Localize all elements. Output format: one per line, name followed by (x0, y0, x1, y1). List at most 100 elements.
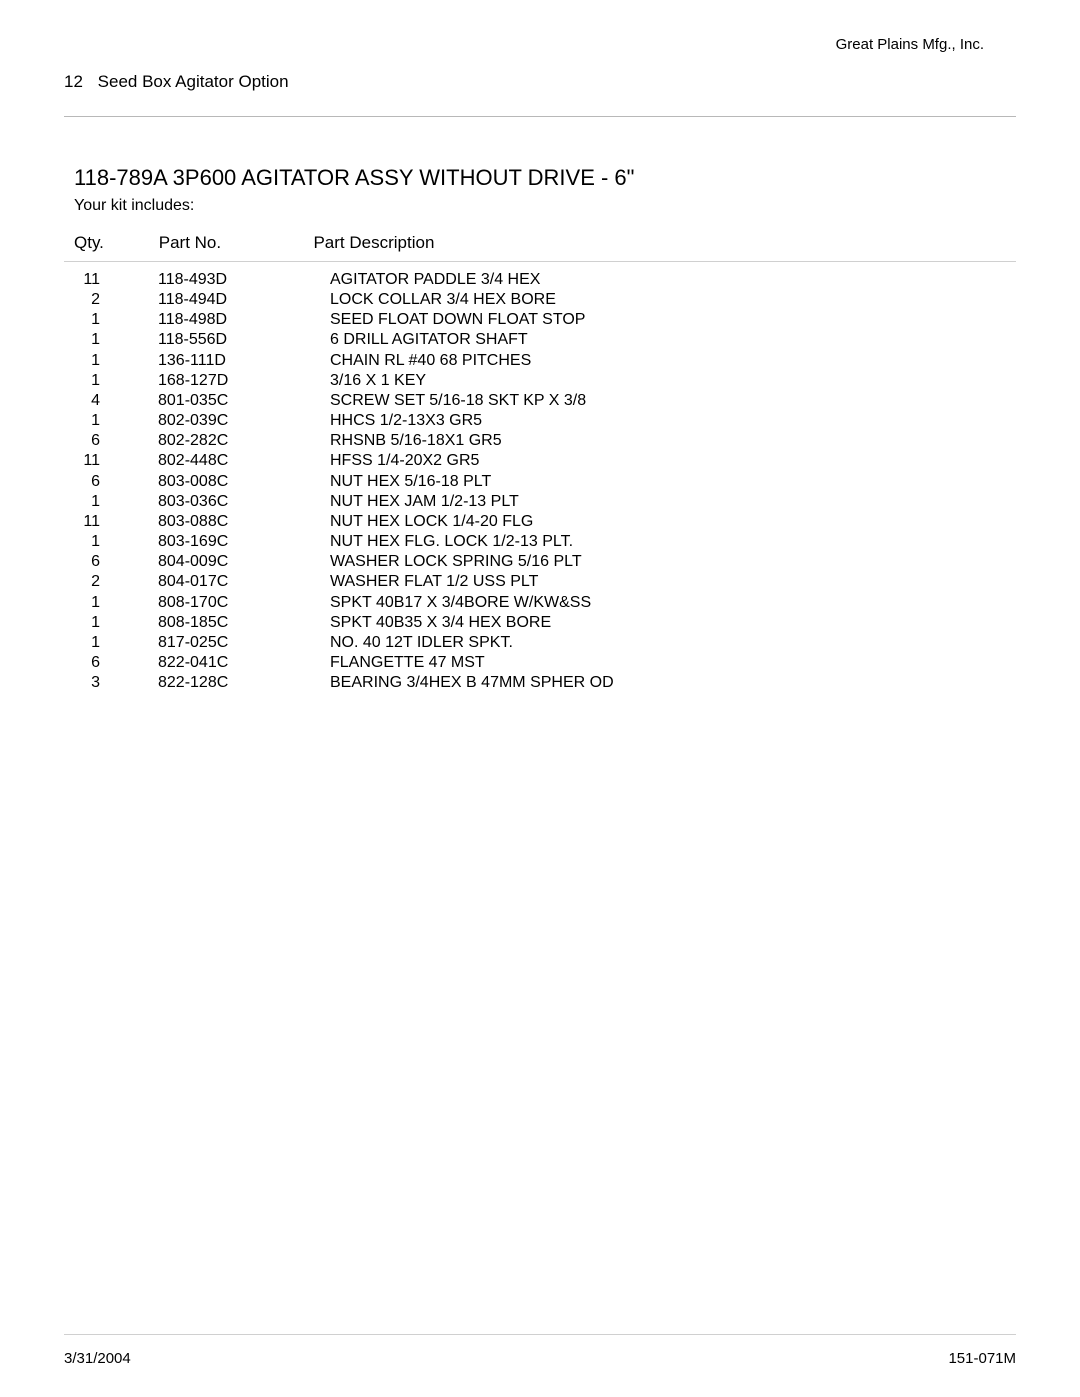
table-row: 1808-185CSPKT 40B35 X 3/4 HEX BORE (64, 613, 1016, 633)
cell-qty: 4 (64, 391, 158, 411)
cell-description: RHSNB 5/16-18X1 GR5 (330, 431, 1016, 451)
table-row: 1803-036CNUT HEX JAM 1/2-13 PLT (64, 492, 1016, 512)
cell-part-no: 822-128C (158, 673, 330, 693)
cell-description: NO. 40 12T IDLER SPKT. (330, 633, 1016, 653)
cell-description: NUT HEX LOCK 1/4-20 FLG (330, 512, 1016, 532)
parts-table: Qty. Part No. Part Description 11118-493… (64, 233, 1016, 693)
table-row: 2804-017CWASHER FLAT 1/2 USS PLT (64, 572, 1016, 592)
col-header-part-no: Part No. (159, 233, 309, 253)
cell-part-no: 802-039C (158, 411, 330, 431)
cell-qty: 1 (64, 492, 158, 512)
cell-part-no: 804-009C (158, 552, 330, 572)
kit-subtitle: Your kit includes: (74, 197, 1016, 215)
cell-part-no: 118-493D (158, 270, 330, 290)
cell-qty: 1 (64, 532, 158, 552)
cell-qty: 1 (64, 371, 158, 391)
table-row: 1803-169CNUT HEX FLG. LOCK 1/2-13 PLT. (64, 532, 1016, 552)
cell-part-no: 803-088C (158, 512, 330, 532)
cell-description: BEARING 3/4HEX B 47MM SPHER OD (330, 673, 1016, 693)
cell-qty: 11 (64, 451, 158, 471)
table-row: 6802-282CRHSNB 5/16-18X1 GR5 (64, 431, 1016, 451)
cell-qty: 11 (64, 270, 158, 290)
cell-part-no: 801-035C (158, 391, 330, 411)
cell-part-no: 808-185C (158, 613, 330, 633)
cell-part-no: 118-494D (158, 290, 330, 310)
cell-part-no: 822-041C (158, 653, 330, 673)
cell-part-no: 817-025C (158, 633, 330, 653)
cell-qty: 6 (64, 552, 158, 572)
cell-description: NUT HEX FLG. LOCK 1/2-13 PLT. (330, 532, 1016, 552)
column-headers: Qty. Part No. Part Description (74, 233, 1016, 253)
cell-description: SPKT 40B35 X 3/4 HEX BORE (330, 613, 1016, 633)
table-row: 1118-556D6 DRILL AGITATOR SHAFT (64, 330, 1016, 350)
cell-description: 3/16 X 1 KEY (330, 371, 1016, 391)
assembly-title: 118-789A 3P600 AGITATOR ASSY WITHOUT DRI… (74, 165, 1016, 191)
table-row: 6803-008CNUT HEX 5/16-18 PLT (64, 472, 1016, 492)
footer-doc-number: 151-071M (948, 1350, 1016, 1367)
cell-qty: 6 (64, 431, 158, 451)
cell-description: HHCS 1/2-13X3 GR5 (330, 411, 1016, 431)
page-header: 12 Seed Box Agitator Option (64, 72, 1016, 92)
cell-qty: 1 (64, 411, 158, 431)
table-row: 11803-088CNUT HEX LOCK 1/4-20 FLG (64, 512, 1016, 532)
cell-qty: 1 (64, 593, 158, 613)
cell-description: CHAIN RL #40 68 PITCHES (330, 351, 1016, 371)
cell-description: SCREW SET 5/16-18 SKT KP X 3/8 (330, 391, 1016, 411)
table-row: 6822-041CFLANGETTE 47 MST (64, 653, 1016, 673)
table-row: 2118-494DLOCK COLLAR 3/4 HEX BORE (64, 290, 1016, 310)
cell-part-no: 803-169C (158, 532, 330, 552)
cell-part-no: 804-017C (158, 572, 330, 592)
cell-description: HFSS 1/4-20X2 GR5 (330, 451, 1016, 471)
table-row: 11118-493DAGITATOR PADDLE 3/4 HEX (64, 270, 1016, 290)
cell-qty: 1 (64, 310, 158, 330)
cell-description: WASHER LOCK SPRING 5/16 PLT (330, 552, 1016, 572)
cell-description: WASHER FLAT 1/2 USS PLT (330, 572, 1016, 592)
table-row: 11802-448CHFSS 1/4-20X2 GR5 (64, 451, 1016, 471)
cell-description: NUT HEX JAM 1/2-13 PLT (330, 492, 1016, 512)
cell-qty: 1 (64, 613, 158, 633)
table-row: 6804-009CWASHER LOCK SPRING 5/16 PLT (64, 552, 1016, 572)
cell-description: NUT HEX 5/16-18 PLT (330, 472, 1016, 492)
table-row: 3822-128CBEARING 3/4HEX B 47MM SPHER OD (64, 673, 1016, 693)
footer-date: 3/31/2004 (64, 1350, 131, 1367)
cell-part-no: 803-036C (158, 492, 330, 512)
table-row: 1168-127D3/16 X 1 KEY (64, 371, 1016, 391)
cell-part-no: 136-111D (158, 351, 330, 371)
col-header-qty: Qty. (74, 233, 154, 253)
col-header-description: Part Description (313, 233, 434, 253)
company-name: Great Plains Mfg., Inc. (836, 36, 984, 53)
cell-qty: 6 (64, 653, 158, 673)
cell-qty: 6 (64, 472, 158, 492)
cell-description: AGITATOR PADDLE 3/4 HEX (330, 270, 1016, 290)
cell-description: 6 DRILL AGITATOR SHAFT (330, 330, 1016, 350)
header-rule (64, 116, 1016, 117)
cell-qty: 2 (64, 290, 158, 310)
cell-qty: 1 (64, 330, 158, 350)
cell-part-no: 118-498D (158, 310, 330, 330)
cell-part-no: 802-282C (158, 431, 330, 451)
cell-qty: 2 (64, 572, 158, 592)
cell-description: LOCK COLLAR 3/4 HEX BORE (330, 290, 1016, 310)
table-row: 1817-025CNO. 40 12T IDLER SPKT. (64, 633, 1016, 653)
page-number: 12 (64, 72, 83, 91)
parts-rows: 11118-493DAGITATOR PADDLE 3/4 HEX2118-49… (64, 270, 1016, 693)
cell-qty: 1 (64, 633, 158, 653)
cell-part-no: 118-556D (158, 330, 330, 350)
cell-description: SEED FLOAT DOWN FLOAT STOP (330, 310, 1016, 330)
cell-description: SPKT 40B17 X 3/4BORE W/KW&SS (330, 593, 1016, 613)
cell-qty: 3 (64, 673, 158, 693)
table-row: 1802-039CHHCS 1/2-13X3 GR5 (64, 411, 1016, 431)
footer-rule (64, 1334, 1016, 1335)
cell-part-no: 802-448C (158, 451, 330, 471)
cell-part-no: 168-127D (158, 371, 330, 391)
table-row: 1118-498DSEED FLOAT DOWN FLOAT STOP (64, 310, 1016, 330)
table-row: 1136-111DCHAIN RL #40 68 PITCHES (64, 351, 1016, 371)
section-name: Seed Box Agitator Option (98, 72, 289, 91)
cell-qty: 1 (64, 351, 158, 371)
table-row: 4801-035CSCREW SET 5/16-18 SKT KP X 3/8 (64, 391, 1016, 411)
cell-part-no: 803-008C (158, 472, 330, 492)
header-underline-rule (64, 261, 1016, 262)
cell-qty: 11 (64, 512, 158, 532)
table-row: 1808-170CSPKT 40B17 X 3/4BORE W/KW&SS (64, 593, 1016, 613)
cell-part-no: 808-170C (158, 593, 330, 613)
